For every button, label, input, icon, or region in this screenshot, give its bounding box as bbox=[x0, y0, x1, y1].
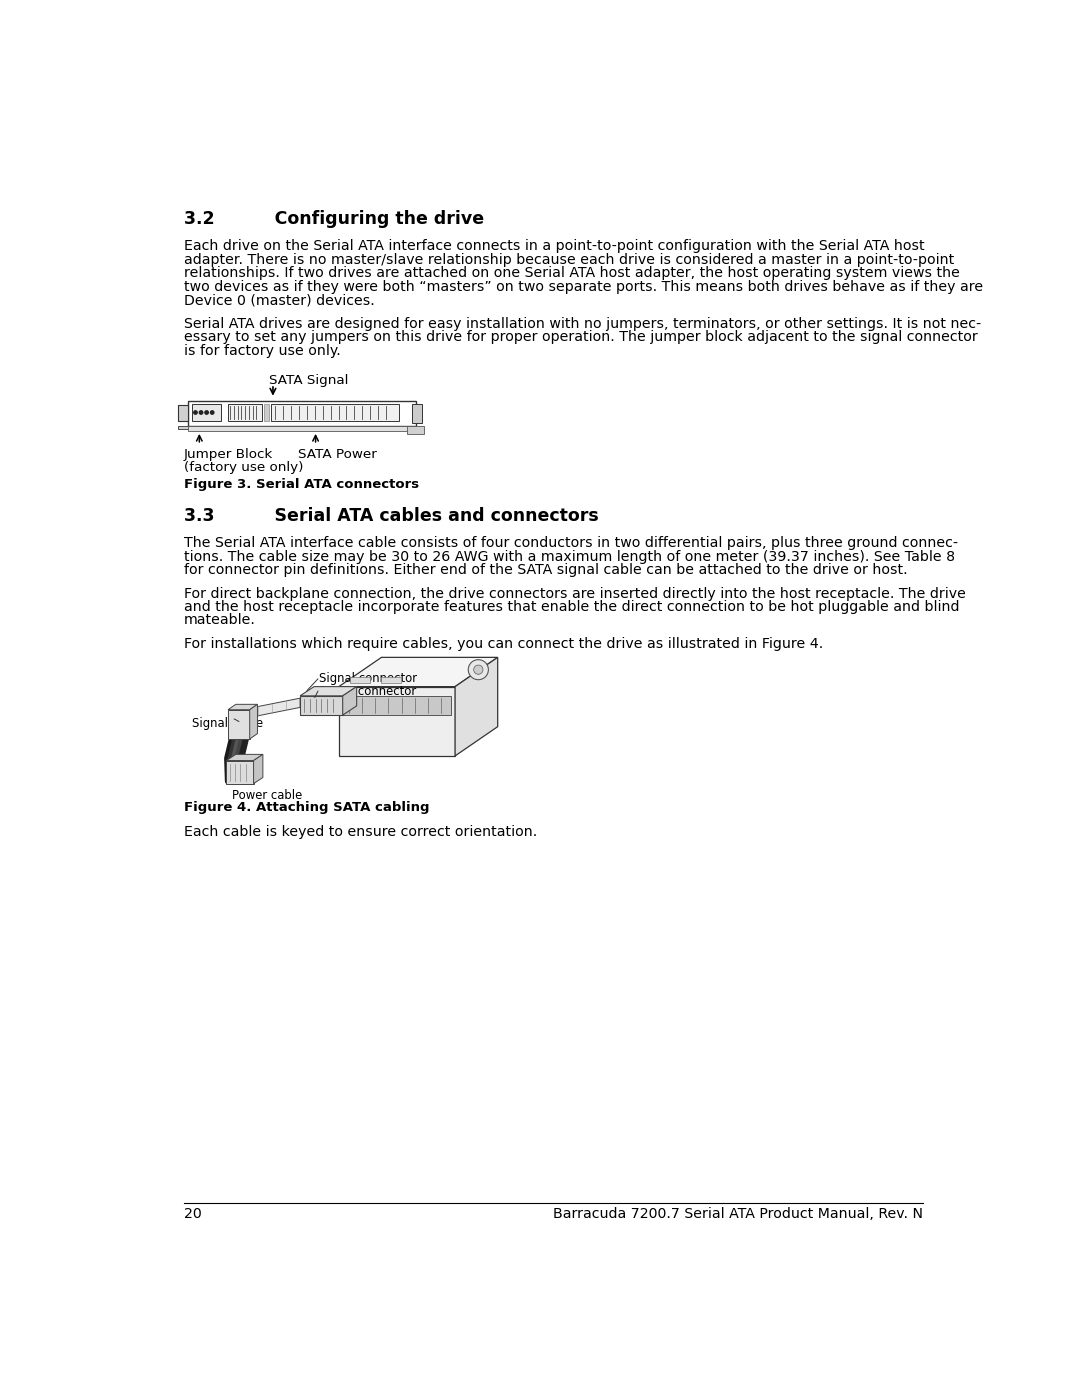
Bar bbox=[342, 696, 451, 715]
Text: mateable.: mateable. bbox=[184, 613, 256, 627]
Polygon shape bbox=[227, 760, 254, 784]
Polygon shape bbox=[455, 658, 498, 756]
Circle shape bbox=[474, 665, 483, 675]
Text: 3.3          Serial ATA cables and connectors: 3.3 Serial ATA cables and connectors bbox=[184, 507, 598, 525]
Text: Signal cable: Signal cable bbox=[191, 718, 262, 731]
Bar bbox=[228, 404, 262, 420]
Text: Each cable is keyed to ensure correct orientation.: Each cable is keyed to ensure correct or… bbox=[184, 826, 537, 840]
Text: Device 0 (master) devices.: Device 0 (master) devices. bbox=[184, 293, 375, 307]
Polygon shape bbox=[254, 754, 262, 784]
Bar bbox=[188, 401, 416, 426]
Text: The Serial ATA interface cable consists of four conductors in two differential p: The Serial ATA interface cable consists … bbox=[184, 536, 958, 550]
Text: For direct backplane connection, the drive connectors are inserted directly into: For direct backplane connection, the dri… bbox=[184, 587, 966, 601]
Polygon shape bbox=[249, 704, 257, 739]
Text: Power connector: Power connector bbox=[320, 685, 417, 697]
Text: SATA Signal: SATA Signal bbox=[269, 374, 349, 387]
Text: for connector pin definitions. Either end of the SATA signal cable can be attach: for connector pin definitions. Either en… bbox=[184, 563, 907, 577]
Polygon shape bbox=[300, 686, 356, 696]
Text: adapter. There is no master/slave relationship because each drive is considered : adapter. There is no master/slave relati… bbox=[184, 253, 954, 267]
Circle shape bbox=[211, 411, 214, 414]
Polygon shape bbox=[342, 686, 356, 715]
Text: For installations which require cables, you can connect the drive as illustrated: For installations which require cables, … bbox=[184, 637, 823, 651]
Polygon shape bbox=[228, 704, 257, 710]
Text: is for factory use only.: is for factory use only. bbox=[184, 344, 340, 358]
Bar bbox=[407, 426, 424, 434]
Text: tions. The cable size may be 30 to 26 AWG with a maximum length of one meter (39: tions. The cable size may be 30 to 26 AW… bbox=[184, 549, 955, 563]
Bar bbox=[271, 404, 400, 420]
Text: essary to set any jumpers on this drive for proper operation. The jumper block a: essary to set any jumpers on this drive … bbox=[184, 330, 977, 344]
Circle shape bbox=[205, 411, 208, 414]
Polygon shape bbox=[339, 658, 498, 686]
Bar bbox=[178, 405, 188, 420]
Bar bbox=[350, 676, 369, 683]
Bar bbox=[264, 404, 269, 420]
Text: and the host receptacle incorporate features that enable the direct connection t: and the host receptacle incorporate feat… bbox=[184, 599, 959, 615]
Bar bbox=[178, 426, 195, 429]
Text: two devices as if they were both “masters” on two separate ports. This means bot: two devices as if they were both “master… bbox=[184, 279, 983, 293]
Text: Power cable: Power cable bbox=[232, 789, 302, 802]
Text: 3.2          Configuring the drive: 3.2 Configuring the drive bbox=[184, 210, 484, 228]
Text: Each drive on the Serial ATA interface connects in a point-to-point configuratio: Each drive on the Serial ATA interface c… bbox=[184, 239, 924, 253]
Text: relationships. If two drives are attached on one Serial ATA host adapter, the ho: relationships. If two drives are attache… bbox=[184, 267, 960, 281]
Text: SATA Power: SATA Power bbox=[298, 448, 377, 461]
Bar bbox=[413, 404, 422, 422]
Text: Jumper Block: Jumper Block bbox=[184, 448, 273, 461]
Bar bbox=[381, 676, 401, 683]
Text: Barracuda 7200.7 Serial ATA Product Manual, Rev. N: Barracuda 7200.7 Serial ATA Product Manu… bbox=[553, 1207, 923, 1221]
Polygon shape bbox=[228, 710, 249, 739]
Circle shape bbox=[200, 411, 203, 414]
Bar bbox=[191, 404, 221, 420]
Text: Serial ATA drives are designed for easy installation with no jumpers, terminator: Serial ATA drives are designed for easy … bbox=[184, 317, 981, 331]
Polygon shape bbox=[339, 686, 455, 756]
Polygon shape bbox=[230, 698, 300, 721]
Text: 20: 20 bbox=[184, 1207, 202, 1221]
Text: Figure 3. Serial ATA connectors: Figure 3. Serial ATA connectors bbox=[184, 478, 419, 492]
Polygon shape bbox=[300, 696, 342, 715]
Bar bbox=[188, 426, 416, 432]
Text: Figure 4. Attaching SATA cabling: Figure 4. Attaching SATA cabling bbox=[184, 800, 430, 813]
Text: (factory use only): (factory use only) bbox=[184, 461, 303, 475]
Circle shape bbox=[193, 411, 198, 414]
Circle shape bbox=[469, 659, 488, 680]
Text: Signal connector: Signal connector bbox=[320, 672, 418, 686]
Polygon shape bbox=[227, 754, 262, 760]
